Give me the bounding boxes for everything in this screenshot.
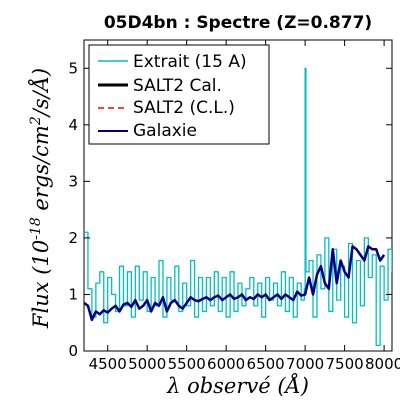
legend-galaxie-label: Galaxie xyxy=(133,121,197,141)
x-tick-label: 8000 xyxy=(365,355,400,373)
legend: Extrait (15 A) SALT2 Cal. SALT2 (C.L.) G… xyxy=(88,44,270,145)
y-tick-label: 1 xyxy=(68,285,78,303)
y-axis-label: Flux (10-18 ergs/cm2/s/Å) xyxy=(28,68,53,329)
x-tick-label: 7500 xyxy=(326,355,364,373)
legend-salt2-cal-label: SALT2 Cal. xyxy=(133,76,222,96)
y-tick-label: 4 xyxy=(68,116,78,134)
y-tick-label: 2 xyxy=(68,229,78,247)
x-axis-label: λ observé (Å) xyxy=(166,373,309,398)
x-tick-label: 5000 xyxy=(128,355,166,373)
series-extrait-15-a xyxy=(84,67,392,346)
x-tick-label: 6000 xyxy=(207,355,245,373)
x-tick-label: 4500 xyxy=(89,355,127,373)
ticks-layer: 4500 5000 5500 6000 6500 7000 7500 8000 0 1 2 3 4 5 xyxy=(68,40,400,373)
x-tick-label: 7000 xyxy=(286,355,324,373)
x-tick-label: 6500 xyxy=(247,355,285,373)
y-tick-label: 0 xyxy=(68,342,78,360)
chart-title: 05D4bn : Spectre (Z=0.877) xyxy=(104,13,372,33)
x-tick-label: 5500 xyxy=(168,355,206,373)
series-layer xyxy=(84,67,392,346)
series-galaxie xyxy=(84,245,386,322)
y-tick-label: 3 xyxy=(68,172,78,190)
y-tick-label: 5 xyxy=(68,59,78,77)
legend-salt2-cl-label: SALT2 (C.L.) xyxy=(133,98,235,118)
legend-extrait-label: Extrait (15 A) xyxy=(133,52,247,72)
